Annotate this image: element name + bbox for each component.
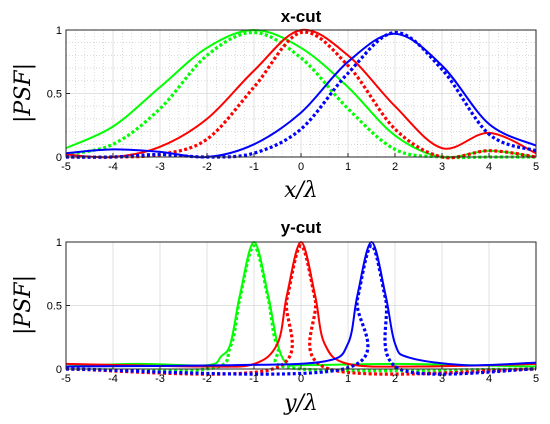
x-cut-y-tick-label: 0 bbox=[56, 152, 62, 164]
y-cut-x-tick-label: 1 bbox=[345, 373, 351, 385]
x-cut-series-3-dotted-line bbox=[65, 30, 537, 160]
y-cut-xlabel: y/λ bbox=[283, 391, 318, 416]
y-cut-y-tick-label: 1 bbox=[56, 237, 62, 249]
x-cut-x-tick-label: 0 bbox=[298, 161, 304, 173]
y-cut-ylabel: |PSF| bbox=[11, 275, 36, 335]
x-cut-x-tick-label: 4 bbox=[486, 161, 492, 173]
x-cut-series-4-solid-line bbox=[65, 32, 537, 159]
y-cut-series-1-dotted-line bbox=[65, 244, 537, 373]
y-cut-x-tick-label: 0 bbox=[298, 373, 304, 385]
x-cut-x-tick-label: 1 bbox=[345, 161, 351, 173]
y-cut-x-tick-label: -3 bbox=[155, 373, 165, 385]
y-cut-title: y-cut bbox=[281, 218, 322, 237]
x-cut-x-tick-label: 3 bbox=[439, 161, 445, 173]
y-cut-x-tick-label: 5 bbox=[533, 373, 539, 385]
x-cut-title: x-cut bbox=[281, 7, 322, 26]
x-cut-x-tick-label: 5 bbox=[533, 161, 539, 173]
y-cut-x-tick-label: 4 bbox=[486, 373, 492, 385]
y-cut-x-tick-label: -1 bbox=[249, 373, 259, 385]
x-cut-x-tick-label: -2 bbox=[202, 161, 212, 173]
x-cut-x-tick-label: -5 bbox=[61, 161, 71, 173]
x-cut-ylabel: |PSF| bbox=[11, 63, 36, 123]
x-cut-panel: x-cut -5 -4 -3 -2 -1 0 1 2 3 4 5 0 0.5 1 x/λ |PSF| bbox=[11, 7, 539, 203]
y-cut-x-tick-label: 3 bbox=[439, 373, 445, 385]
y-cut-x-tick-label: -5 bbox=[61, 373, 71, 385]
y-cut-x-tick-label: 2 bbox=[392, 373, 398, 385]
y-cut-series-4-solid-line bbox=[65, 241, 537, 368]
x-cut-y-tick-label: 1 bbox=[56, 25, 62, 37]
x-cut-y-tick-label: 0.5 bbox=[47, 89, 62, 101]
y-cut-x-tick-label: -4 bbox=[108, 373, 118, 385]
y-cut-y-tick-label: 0 bbox=[56, 364, 62, 376]
y-cut-panel: y-cut -5 -4 -3 -2 -1 0 1 2 3 4 5 0 0.5 1 y/λ |PSF| bbox=[11, 218, 539, 416]
x-cut-x-tick-label: -1 bbox=[249, 161, 259, 173]
x-cut-x-tick-label: -4 bbox=[108, 161, 118, 173]
x-cut-x-tick-label: 2 bbox=[392, 161, 398, 173]
x-cut-xlabel: x/λ bbox=[284, 178, 318, 203]
x-cut-x-tick-label: -3 bbox=[155, 161, 165, 173]
y-cut-x-tick-label: -2 bbox=[202, 373, 212, 385]
y-cut-y-tick-label: 0.5 bbox=[47, 301, 62, 313]
